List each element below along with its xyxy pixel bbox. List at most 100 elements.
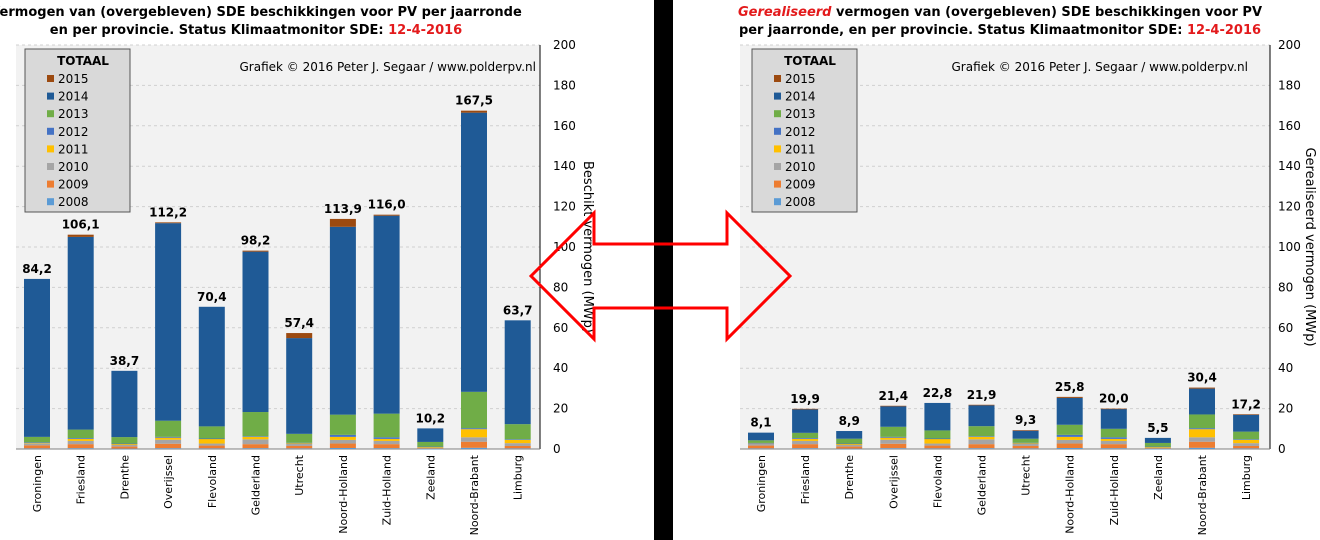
y-tick-label: 0 [1278, 442, 1286, 456]
bar-segment-2009 [1012, 445, 1039, 449]
legend-swatch-2012 [774, 127, 781, 135]
x-category-label: Limburg [512, 455, 525, 500]
bar-segment-2012 [924, 438, 951, 440]
y-tick-label: 100 [1278, 240, 1301, 254]
bar-segment-2011 [461, 429, 487, 438]
legend-swatch-2010 [47, 163, 54, 170]
bar-segment-2008 [286, 448, 313, 449]
bar-segment-2010 [111, 444, 138, 447]
bar-segment-2011 [968, 436, 995, 440]
bar-total-label: 84,2 [22, 262, 52, 276]
bar-segment-2010 [504, 443, 531, 446]
bar-segment-2013 [968, 426, 995, 437]
bar-segment-2015 [968, 404, 995, 406]
bar-segment-2008 [924, 448, 951, 449]
legend-item-label: 2008 [58, 195, 89, 209]
bar-segment-2014 [155, 223, 182, 421]
bar-segment-2008 [880, 448, 907, 449]
bar-segment-2013 [329, 414, 356, 435]
bar-segment-2014 [836, 431, 863, 439]
bar-segment-2009 [461, 441, 487, 448]
bar-total-label: 21,9 [967, 388, 997, 402]
bar-segment-2012 [748, 442, 774, 444]
legend-swatch-2013 [774, 110, 781, 118]
legend: TOTAAL 2015 2014 2013 2012 2011 2010 2009 2008 [751, 48, 858, 213]
bar-segment-2011 [924, 438, 951, 444]
bar-segment-2010 [242, 439, 269, 445]
right-title-red-word: Gerealiseerd [738, 5, 832, 20]
legend-item-label: 2012 [785, 125, 816, 139]
bar-segment-2008 [111, 448, 138, 450]
legend-swatch-2011 [774, 145, 781, 153]
legend: TOTAAL 2015 2014 2013 2012 2011 2010 2009 2008 [24, 48, 131, 213]
legend-swatch-2014 [47, 92, 54, 100]
bar-segment-2012 [1012, 442, 1039, 444]
legend-item-label: 2013 [58, 107, 89, 121]
y-tick-label: 140 [1278, 159, 1301, 173]
bar-segment-2012 [198, 438, 225, 440]
bar-segment-2008 [1144, 448, 1171, 450]
right-title-date: 12-4-2016 [1187, 23, 1261, 38]
bar-segment-2008 [504, 448, 531, 449]
y-tick-label: 160 [553, 119, 576, 133]
legend-swatch-2015 [774, 75, 781, 82]
bar-total-label: 17,2 [1231, 397, 1261, 411]
y-tick-label: 60 [553, 321, 568, 335]
bar-segment-2014 [24, 278, 50, 437]
x-category-label: Overijssel [887, 455, 900, 509]
bar-segment-2008 [1233, 448, 1260, 449]
y-tick-label: 40 [553, 361, 568, 375]
bar-total-label: 8,9 [839, 414, 860, 428]
bar-segment-2015 [1189, 387, 1215, 389]
right-title-line2: per jaarronde, en per provincie. Status … [739, 23, 1261, 38]
left-title-date: 12-4-2016 [388, 23, 462, 38]
bar-segment-2009 [1144, 448, 1171, 449]
bar-segment-2014 [1144, 437, 1171, 443]
bar-segment-2011 [1012, 443, 1039, 444]
y-tick-label: 100 [553, 240, 576, 254]
bar-segment-2013 [286, 433, 313, 443]
bar-segment-2008 [67, 448, 94, 449]
bar-segment-2014 [748, 432, 774, 441]
bar-segment-2011 [242, 436, 269, 440]
y-tick-label: 80 [1278, 280, 1293, 294]
bar-segment-2013 [1100, 428, 1127, 438]
bar-segment-2011 [1189, 429, 1215, 438]
x-category-label: Limburg [1240, 455, 1253, 500]
bar-segment-2009 [417, 448, 444, 449]
bar-total-label: 19,9 [790, 392, 820, 406]
bar-total-label: 38,7 [110, 354, 140, 368]
bar-total-label: 5,5 [1147, 421, 1168, 435]
legend-swatch-2011 [47, 145, 54, 153]
legend-item-label: 2009 [785, 178, 816, 192]
bar-segment-2014 [1056, 397, 1083, 425]
bar-segment-2010 [461, 437, 487, 442]
legend-swatch-2014 [774, 92, 781, 100]
y-tick-label: 0 [553, 442, 561, 456]
x-category-label: Zeeland [1152, 455, 1165, 500]
bar-segment-2012 [242, 436, 269, 437]
y-tick-label: 40 [1278, 361, 1293, 375]
bar-segment-2009 [373, 444, 400, 449]
right-title-line1-text: vermogen van (overgebleven) SDE beschikk… [831, 5, 1262, 20]
x-category-label: Noord-Holland [1064, 455, 1077, 534]
bar-segment-2010 [155, 439, 182, 444]
bar-segment-2011 [1144, 446, 1171, 448]
bar-segment-2014 [1100, 409, 1127, 429]
bar-segment-2014 [329, 226, 356, 415]
bar-segment-2015 [286, 333, 313, 339]
bar-segment-2012 [111, 443, 138, 445]
bar-segment-2012 [373, 437, 400, 439]
bar-segment-2015 [1056, 396, 1083, 398]
bar-segment-2009 [1189, 441, 1215, 448]
bar-segment-2013 [198, 426, 225, 439]
bar-segment-2010 [836, 444, 863, 447]
bar-segment-2014 [111, 370, 138, 438]
bar-segment-2010 [373, 440, 400, 445]
bar-segment-2010 [198, 443, 225, 446]
bar-segment-2012 [968, 436, 995, 437]
x-category-label: Zuid-Holland [381, 455, 394, 525]
y-tick-label: 200 [1278, 38, 1301, 52]
bar-segment-2014 [504, 320, 531, 425]
bar-segment-2014 [242, 251, 269, 413]
